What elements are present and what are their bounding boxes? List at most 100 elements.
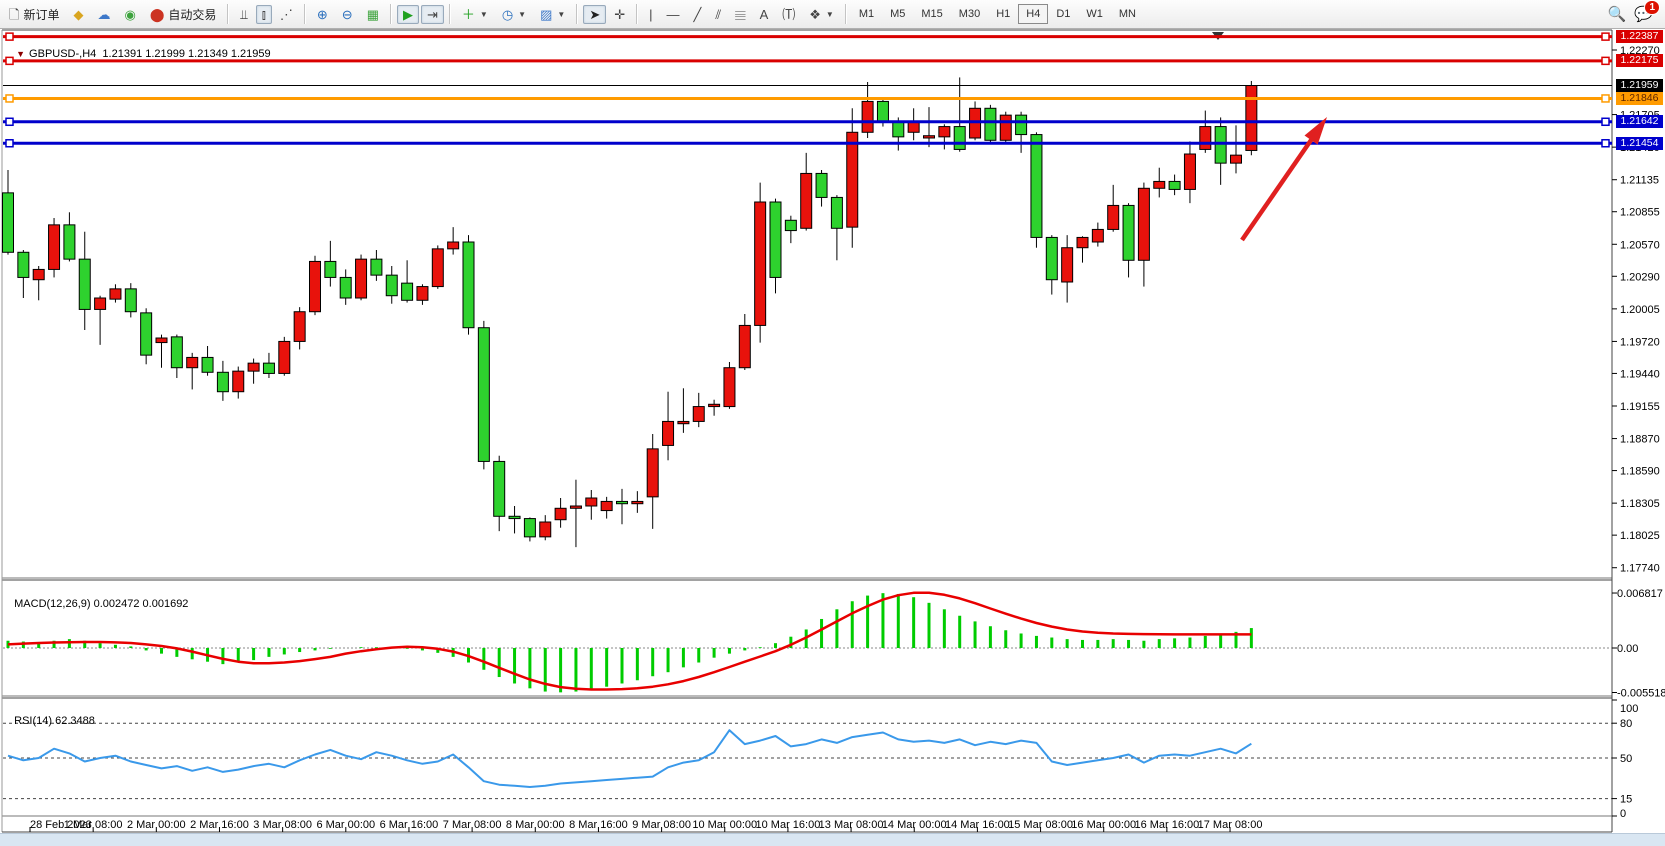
fibonacci-button[interactable]: 𝄙: [729, 5, 751, 24]
chevron-down-icon[interactable]: ▼: [518, 9, 527, 19]
gold-button[interactable]: ◆: [67, 5, 89, 24]
price-tick: 1.18590: [1620, 466, 1660, 478]
price-badge-1.21959: 1.21959: [1616, 79, 1663, 93]
line-handle[interactable]: [5, 117, 14, 127]
price-tick: 1.18305: [1620, 498, 1660, 510]
price-tick: 1.18870: [1620, 434, 1660, 446]
toolbar-separator: [389, 4, 392, 24]
auto-scroll-icon: ▶: [402, 6, 413, 22]
timeframe-M15[interactable]: M15: [921, 8, 943, 20]
time-tick: 3 Mar 08:00: [253, 819, 312, 831]
line-handle[interactable]: [5, 94, 14, 103]
zoom-out-button[interactable]: ⊖: [336, 5, 359, 24]
time-tick: 6 Mar 16:00: [380, 819, 439, 831]
macd-tick: 0.006817: [1617, 588, 1663, 600]
contacts-button[interactable]: ☁: [91, 5, 116, 24]
price-tick: 1.20570: [1620, 239, 1660, 251]
timeframe-D1[interactable]: D1: [1056, 8, 1071, 20]
order-ticket-icon: 🗋: [9, 6, 20, 22]
cursor-button[interactable]: ➤: [583, 4, 607, 24]
line-handle[interactable]: [1601, 32, 1610, 41]
timeframe-M5[interactable]: M5: [890, 8, 906, 20]
text-button[interactable]: A: [754, 5, 775, 24]
chevron-down-icon[interactable]: ▼: [557, 9, 566, 19]
hline-blue-1.21454[interactable]: [3, 139, 1612, 148]
auto-trading-button[interactable]: ⬤ 自动交易: [144, 3, 223, 26]
toolbar-separator: [844, 4, 847, 24]
horizontal-line-button[interactable]: ―: [661, 5, 686, 24]
arrows-button[interactable]: ❖ ▼: [803, 5, 840, 24]
auto-scroll-button[interactable]: ▶: [396, 4, 419, 24]
candlestick-series: [2, 77, 1258, 548]
shapes-icon: ❖: [809, 6, 821, 22]
template-icon: ▨: [540, 6, 553, 22]
hline-red-1.22175[interactable]: [3, 56, 1612, 66]
chart-shift-button[interactable]: ⇥: [420, 4, 444, 24]
text-icon: A: [759, 6, 769, 22]
notification-count-badge: 1: [1644, 0, 1660, 15]
hline-red-1.22387[interactable]: [3, 32, 1612, 41]
rsi-tick: 0: [1620, 808, 1626, 820]
timeframe-MN[interactable]: MN: [1118, 8, 1136, 20]
new-order-button[interactable]: 🗋 新订单: [3, 3, 65, 26]
trendline-button[interactable]: ╱: [688, 5, 708, 24]
time-tick: 1 Mar 08:00: [64, 819, 123, 831]
crosshair-button[interactable]: ✛: [608, 5, 631, 24]
vertical-line-button[interactable]: |: [643, 5, 658, 24]
time-tick: 9 Mar 08:00: [632, 819, 691, 831]
search-icon[interactable]: 🔍: [1607, 6, 1627, 23]
line-chart-icon: ⋰: [279, 6, 293, 22]
rsi-tick: 100: [1620, 703, 1638, 715]
bar-chart-icon: ⫫: [240, 6, 248, 22]
time-tick: 16 Mar 16:00: [1134, 819, 1199, 831]
chart-frame: [0, 29, 1665, 833]
macd-tick: -0.005518: [1617, 688, 1665, 700]
time-tick: 17 Mar 08:00: [1198, 819, 1263, 831]
line-chart-button[interactable]: ⋰: [274, 5, 299, 24]
toolbar-separator: [303, 4, 306, 24]
equidistant-channel-button[interactable]: ⫽: [709, 5, 727, 24]
timeframe-W1[interactable]: W1: [1086, 8, 1103, 20]
chart-shift-icon: ⇥: [426, 6, 438, 22]
line-handle[interactable]: [5, 32, 14, 41]
candlestick-chart-button[interactable]: ⫾: [255, 4, 272, 24]
crosshair-icon: ✛: [614, 6, 626, 22]
rsi-indicator: [3, 722, 1612, 800]
line-handle[interactable]: [5, 139, 14, 148]
time-tick: 10 Mar 00:00: [692, 819, 757, 831]
line-handle[interactable]: [5, 56, 14, 66]
bar-chart-button[interactable]: ⫫: [234, 5, 253, 24]
line-handle[interactable]: [1601, 94, 1610, 103]
templates-button[interactable]: ▨ ▼: [534, 5, 571, 24]
price-badge-1.22175: 1.22175: [1616, 54, 1663, 68]
chevron-down-icon[interactable]: ▼: [479, 9, 488, 19]
text-label-button[interactable]: 🄣: [776, 5, 801, 24]
line-handle[interactable]: [1601, 139, 1610, 148]
arrow-annotation[interactable]: [1240, 117, 1327, 242]
signal-button[interactable]: ◉: [118, 5, 141, 24]
timeframe-M30[interactable]: M30: [958, 8, 981, 20]
price-badge-1.21642: 1.21642: [1616, 115, 1663, 129]
periods-button[interactable]: ◷ ▼: [496, 5, 532, 24]
indicators-button[interactable]: ＋ ▼: [456, 5, 494, 24]
timeframe-group: M1 M5 M15 M30 H1 H4 D1 W1 MN: [851, 0, 1144, 28]
timeframe-H4[interactable]: H4: [1018, 4, 1049, 24]
timeframe-M1[interactable]: M1: [858, 8, 875, 20]
timeframe-H1[interactable]: H1: [996, 8, 1011, 20]
chevron-down-icon[interactable]: ▼: [825, 9, 834, 19]
signal-icon: ◉: [124, 6, 136, 22]
zoom-in-button[interactable]: ⊕: [311, 5, 334, 24]
price-tick: 1.19720: [1620, 336, 1660, 348]
line-handle[interactable]: [1601, 56, 1610, 66]
hline-orange-1.21846[interactable]: [3, 94, 1612, 103]
toolbar-separator: [227, 4, 230, 24]
time-tick: 28 Feb 2023: [30, 819, 92, 831]
hline-blue-1.21642[interactable]: [3, 117, 1612, 127]
notification-bubble-icon[interactable]: 💬 1: [1634, 0, 1660, 23]
tile-windows-button[interactable]: ▦: [361, 5, 385, 24]
line-handle[interactable]: [1601, 117, 1610, 127]
price-tick: 1.20005: [1620, 304, 1660, 316]
text-label-icon: 🄣: [782, 6, 796, 22]
toolbar-separator: [576, 4, 579, 24]
